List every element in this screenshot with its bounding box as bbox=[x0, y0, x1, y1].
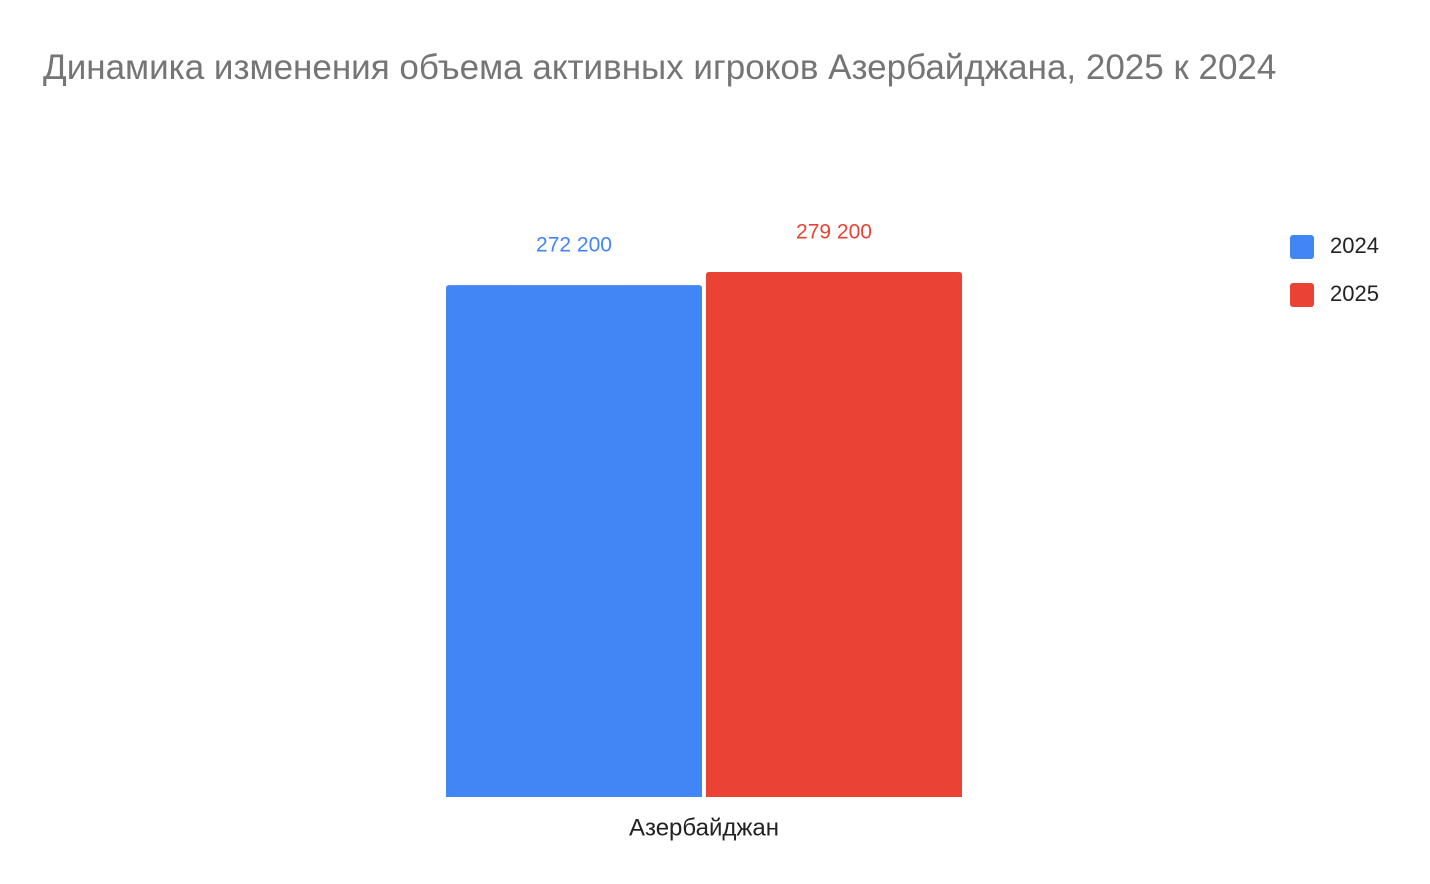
bar bbox=[706, 272, 962, 797]
data-label: 272 200 bbox=[536, 234, 612, 257]
legend-label: 2025 bbox=[1330, 281, 1379, 306]
legend-label: 2024 bbox=[1330, 233, 1379, 258]
data-label: 279 200 bbox=[796, 221, 872, 244]
legend-swatch bbox=[1290, 283, 1314, 307]
x-tick-label: Азербайджан bbox=[629, 814, 779, 841]
bar bbox=[446, 285, 702, 797]
chart-title: Динамика изменения объема активных игрок… bbox=[43, 48, 1277, 87]
legend-swatch bbox=[1290, 235, 1314, 259]
